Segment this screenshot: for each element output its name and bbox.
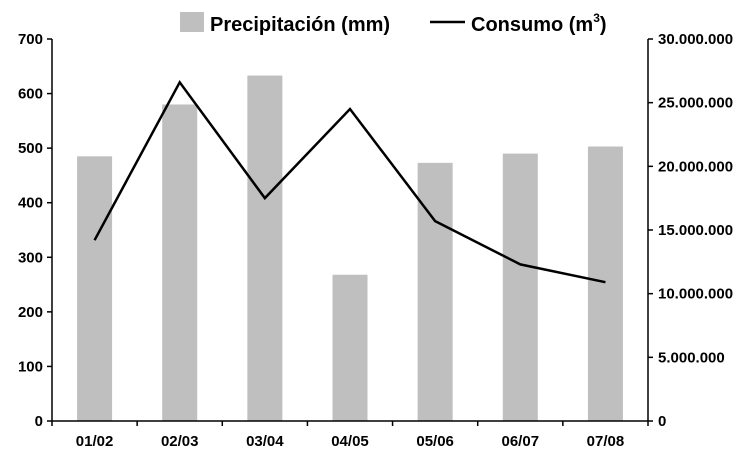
bar-05-06 (417, 162, 453, 421)
left-tick-label: 300 (18, 249, 43, 266)
bar-04-05 (332, 274, 368, 421)
bar-03-04 (247, 75, 283, 421)
left-tick-label: 500 (18, 140, 43, 157)
left-axis-ticks: 0 100 200 300 400 500 600 700 (18, 31, 52, 430)
line-series (93, 79, 606, 284)
legend-label-consumo: Consumo (m3) (471, 11, 607, 36)
bar-06-07 (502, 153, 538, 421)
right-axis-ticks: 0 5.000.000 10.000.000 15.000.000 20.000.000… (648, 31, 733, 430)
left-tick-label: 200 (18, 304, 43, 321)
legend-label-consumo-main: Consumo (m (471, 14, 593, 36)
left-tick-label: 400 (18, 195, 43, 212)
right-tick-label: 0 (658, 413, 666, 430)
left-tick-label: 700 (18, 31, 43, 48)
x-tick-label: 04/05 (331, 433, 369, 450)
right-tick-label: 25.000.000 (658, 95, 733, 112)
bar-series (77, 75, 623, 422)
x-axis-ticks: 01/02 02/03 03/04 04/05 05/06 06/07 07/08 (51, 421, 649, 450)
right-tick-label: 5.000.000 (658, 349, 725, 366)
legend-label-consumo-close: ) (600, 14, 607, 36)
legend-swatch-precipitacion (180, 12, 204, 32)
right-tick-label: 30.000.000 (658, 31, 733, 48)
legend-label-precipitacion: Precipitación (mm) (210, 14, 390, 36)
x-tick-label: 02/03 (161, 433, 199, 450)
x-tick-label: 07/08 (587, 433, 625, 450)
right-tick-label: 15.000.000 (658, 222, 733, 239)
left-tick-label: 600 (18, 86, 43, 103)
x-tick-label: 03/04 (246, 433, 284, 450)
x-tick-label: 01/02 (76, 433, 114, 450)
x-tick-label: 06/07 (502, 433, 540, 450)
legend-label-consumo-sup: 3 (593, 11, 600, 25)
legend: Precipitación (mm) Consumo (m3) (180, 11, 607, 36)
x-tick-label: 05/06 (416, 433, 454, 450)
right-tick-label: 20.000.000 (658, 158, 733, 175)
left-tick-label: 0 (35, 413, 43, 430)
left-tick-label: 100 (18, 358, 43, 375)
bar-07-08 (587, 146, 623, 421)
right-tick-label: 10.000.000 (658, 286, 733, 303)
bar-02-03 (162, 104, 198, 421)
bar-01-02 (77, 156, 113, 422)
